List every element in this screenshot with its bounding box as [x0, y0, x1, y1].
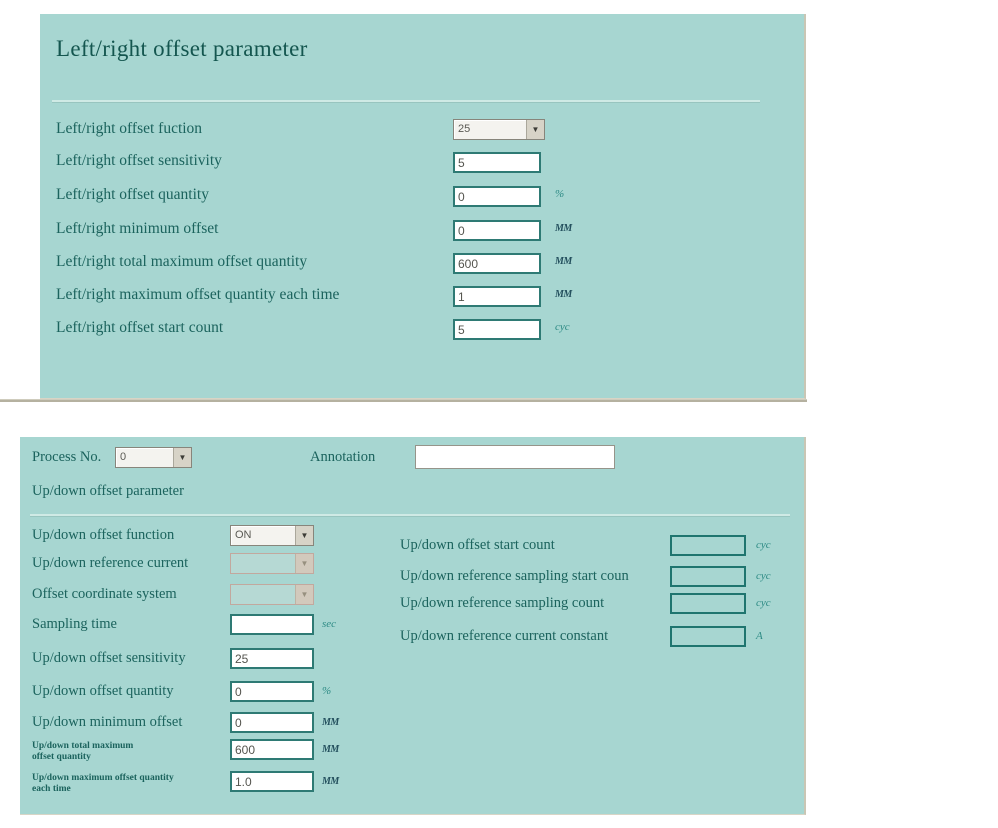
select-value: 0	[120, 451, 127, 463]
select-value: ON	[235, 529, 252, 541]
ud-offset-sensitivity-input[interactable]	[230, 648, 314, 669]
param-row: Left/right offset fuction 25 ▼	[40, 118, 804, 142]
param-row: Up/down reference sampling count cyc	[20, 593, 804, 617]
lr-offset-start-count-input[interactable]	[453, 319, 541, 340]
param-row: Up/down offset quantity %	[20, 681, 804, 705]
unit-label: MM	[322, 744, 339, 755]
param-row: Up/down offset sensitivity	[20, 648, 804, 672]
unit-label: cyc	[756, 597, 771, 609]
panel-header-row: Process No. 0 ▼ Annotation	[20, 445, 804, 471]
param-row: Up/down reference current ▼	[20, 553, 804, 577]
ud-offset-start-count-input[interactable]	[670, 535, 746, 556]
param-row: Up/down offset start count cyc	[20, 535, 804, 559]
field-label: Up/down reference current constant	[400, 628, 609, 644]
lr-offset-quantity-input[interactable]	[453, 186, 541, 207]
up-down-offset-panel: Process No. 0 ▼ Annotation Up/down offse…	[20, 437, 806, 815]
field-label: Left/right offset quantity	[56, 186, 209, 203]
ud-total-max-offset-input[interactable]	[230, 739, 314, 760]
field-label: Left/right offset sensitivity	[56, 152, 222, 169]
field-label: Up/down minimum offset	[32, 714, 183, 730]
param-row: Left/right minimum offset MM	[40, 218, 804, 242]
param-row: Up/down reference sampling start coun cy…	[20, 566, 804, 590]
param-row: Left/right maximum offset quantity each …	[40, 284, 804, 308]
unit-label: A	[756, 630, 763, 642]
section-divider	[52, 100, 760, 103]
field-label: Up/down reference sampling start coun	[400, 568, 629, 584]
subsection-title: Up/down offset parameter	[32, 483, 184, 499]
dropdown-arrow-icon: ▼	[295, 554, 313, 573]
section-divider	[30, 514, 790, 517]
ud-minimum-offset-input[interactable]	[230, 712, 314, 733]
lr-total-max-offset-input[interactable]	[453, 253, 541, 274]
offset-coordinate-system-select: ▼	[230, 584, 314, 605]
unit-label: %	[322, 685, 332, 697]
annotation-label: Annotation	[310, 449, 376, 465]
ud-offset-quantity-input[interactable]	[230, 681, 314, 702]
field-label: Up/down reference sampling count	[400, 595, 605, 611]
process-no-label: Process No.	[32, 449, 102, 465]
field-label: Up/down offset function	[32, 527, 175, 543]
unit-label: MM	[555, 256, 572, 267]
left-right-offset-panel: Left/right offset parameter Left/right o…	[40, 14, 806, 399]
unit-label: %	[555, 188, 565, 200]
param-row: Left/right offset sensitivity	[40, 150, 804, 174]
field-label: Left/right minimum offset	[56, 220, 219, 237]
unit-label: MM	[322, 776, 339, 787]
param-row: Offset coordinate system ▼	[20, 584, 804, 608]
field-label: Up/down offset start count	[400, 537, 555, 553]
field-label: Up/down reference current	[32, 555, 189, 571]
dropdown-arrow-icon[interactable]: ▼	[526, 120, 544, 139]
field-label: Left/right total maximum offset quantity	[56, 253, 308, 270]
page-title: Left/right offset parameter	[56, 36, 308, 61]
unit-label: cyc	[555, 321, 570, 333]
param-row: Up/down maximum offset quantity each tim…	[20, 771, 804, 795]
dropdown-arrow-icon: ▼	[295, 585, 313, 604]
annotation-input[interactable]	[415, 445, 615, 469]
lr-offset-function-select[interactable]: 25 ▼	[453, 119, 545, 140]
field-label: Up/down offset sensitivity	[32, 650, 186, 666]
ud-ref-sampling-start-count-input[interactable]	[670, 566, 746, 587]
horizontal-divider	[0, 399, 807, 402]
unit-label: MM	[555, 289, 572, 300]
field-label: Left/right offset fuction	[56, 120, 203, 137]
param-row: Up/down reference current constant A	[20, 626, 804, 650]
field-label: Up/down offset quantity	[32, 683, 174, 699]
dropdown-arrow-icon[interactable]: ▼	[295, 526, 313, 545]
lr-offset-sensitivity-input[interactable]	[453, 152, 541, 173]
param-row: Left/right total maximum offset quantity…	[40, 251, 804, 275]
lr-max-offset-each-time-input[interactable]	[453, 286, 541, 307]
unit-label: cyc	[756, 570, 771, 582]
lr-minimum-offset-input[interactable]	[453, 220, 541, 241]
ud-reference-current-select: ▼	[230, 553, 314, 574]
param-row: Up/down minimum offset MM	[20, 712, 804, 736]
unit-label: cyc	[756, 539, 771, 551]
field-label: Sampling time	[32, 616, 117, 632]
param-row: Up/down offset function ON ▼	[20, 525, 804, 549]
ud-max-offset-each-time-input[interactable]	[230, 771, 314, 792]
unit-label: MM	[322, 717, 339, 728]
param-row: Left/right offset start count cyc	[40, 317, 804, 341]
param-row: Sampling time sec	[20, 614, 804, 638]
sampling-time-input[interactable]	[230, 614, 314, 635]
dropdown-arrow-icon[interactable]: ▼	[173, 448, 191, 467]
field-label: Left/right maximum offset quantity each …	[56, 286, 340, 303]
select-value: 25	[458, 123, 471, 135]
unit-label: sec	[322, 618, 337, 630]
unit-label: MM	[555, 223, 572, 234]
field-label: Offset coordinate system	[32, 586, 177, 602]
ud-ref-current-constant-input[interactable]	[670, 626, 746, 647]
param-row: Left/right offset quantity %	[40, 184, 804, 208]
field-label: Up/down maximum offset quantity each tim…	[32, 773, 174, 795]
field-label: Left/right offset start count	[56, 319, 224, 336]
field-label: Up/down total maximum offset quantity	[32, 741, 134, 763]
param-row: Up/down total maximum offset quantity MM	[20, 739, 804, 763]
ud-offset-function-select[interactable]: ON ▼	[230, 525, 314, 546]
ud-ref-sampling-count-input[interactable]	[670, 593, 746, 614]
process-no-select[interactable]: 0 ▼	[115, 447, 192, 468]
